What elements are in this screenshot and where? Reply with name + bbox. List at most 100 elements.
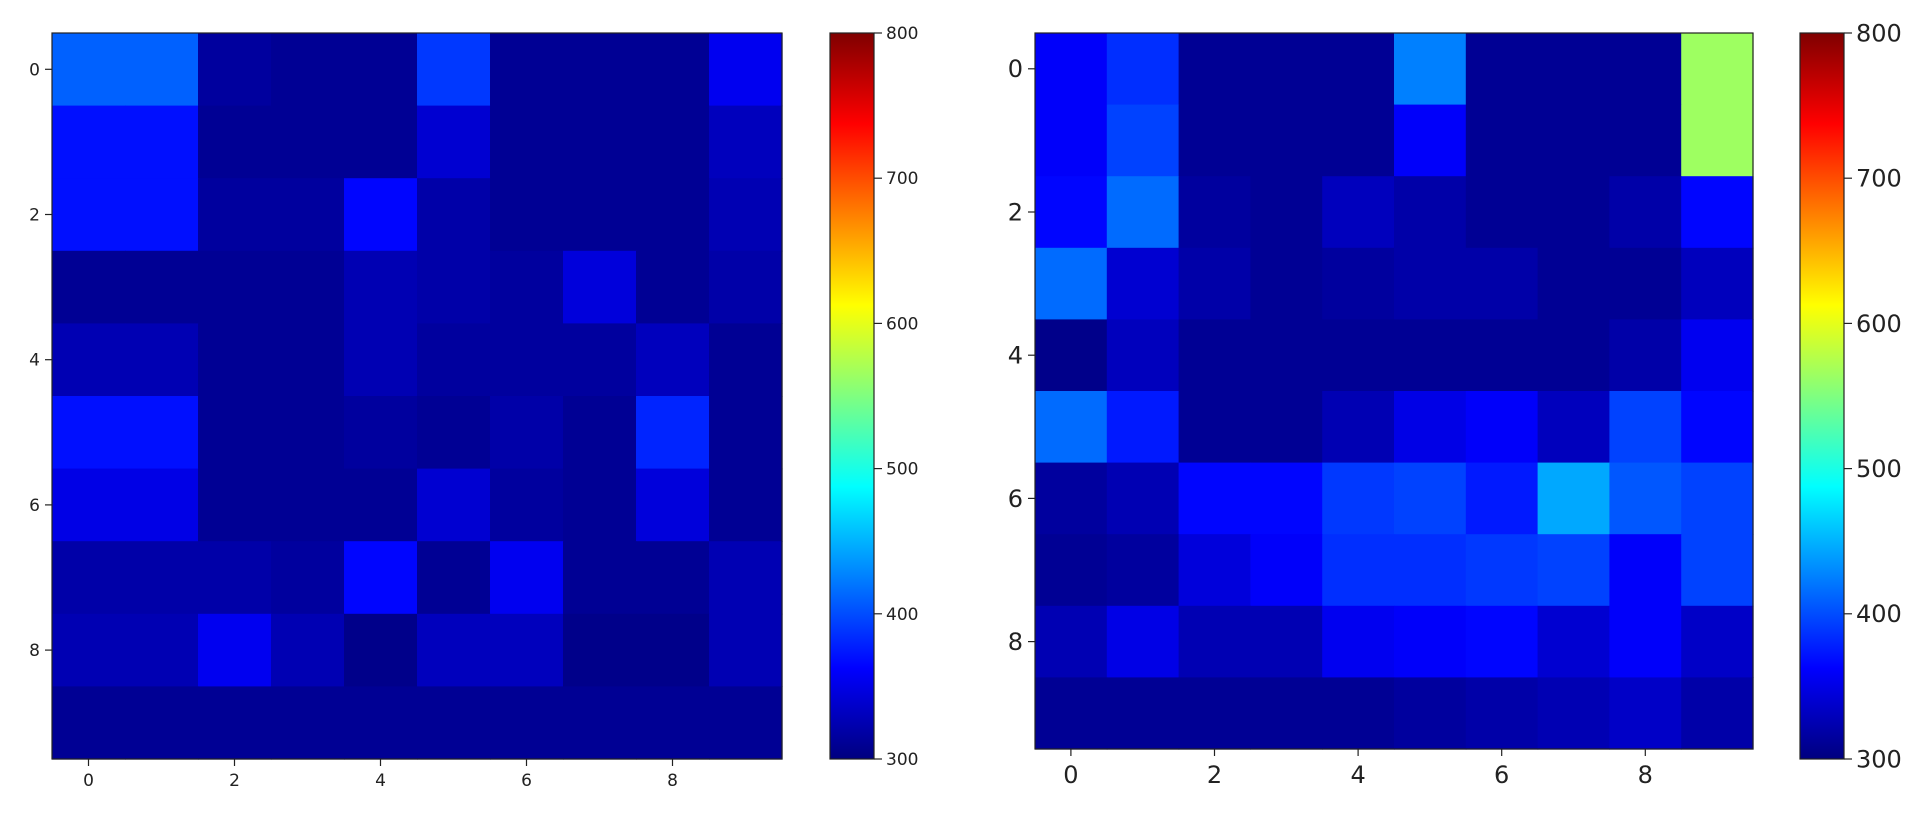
heatmap-cell [1681, 247, 1754, 320]
heatmap-cell [198, 178, 272, 252]
heatmap-cell [1178, 677, 1251, 750]
heatmap-cell [1178, 391, 1251, 464]
heatmap-cell [1035, 104, 1108, 177]
heatmap-cell [1106, 677, 1180, 750]
heatmap-cell [1394, 534, 1467, 607]
heatmap-cell [1106, 391, 1180, 464]
heatmap-cell [1537, 605, 1610, 678]
heatmap-cell [52, 323, 126, 397]
heatmap-cell [1609, 33, 1682, 106]
heatmap-cell [1178, 319, 1251, 392]
heatmap-cell [198, 323, 272, 397]
heatmap-cell [1465, 247, 1539, 320]
heatmap-cell [1250, 391, 1323, 464]
heatmap-cell [563, 250, 637, 324]
heatmap-cell [271, 33, 345, 107]
colorbar-tick-label: 800 [886, 24, 918, 44]
heatmap-cell [344, 105, 418, 179]
heatmap-cell [563, 686, 637, 760]
heatmap-cell [1106, 176, 1180, 249]
colorbar-tick-label: 400 [886, 605, 918, 625]
heatmap-cell [52, 33, 126, 107]
heatmap-cell [417, 541, 491, 615]
y-tick-label: 6 [1008, 485, 1023, 513]
heatmap-cell [417, 396, 491, 470]
heatmap-cell [490, 323, 564, 397]
heatmap-cell [563, 105, 637, 179]
heatmap-cell [1609, 176, 1682, 249]
heatmap-right-x-axis: 0 2 4 6 8 [1063, 749, 1653, 789]
colorbar-tick-label: 600 [1856, 310, 1902, 338]
heatmap-cell [1322, 534, 1395, 607]
heatmap-cell [490, 468, 564, 542]
heatmap-cell [1394, 33, 1467, 106]
y-tick-label: 8 [1008, 628, 1023, 656]
heatmap-cell [490, 250, 564, 324]
heatmap-left-frame [51, 32, 783, 760]
heatmap-cell [344, 250, 418, 324]
heatmap-cell [1537, 247, 1610, 320]
heatmap-cell [636, 323, 710, 397]
heatmap-cell [1609, 391, 1682, 464]
colorbar-right: 300 400 500 600 700 800 [1799, 19, 1902, 773]
heatmap-cell [1394, 104, 1467, 177]
heatmap-cell [1250, 534, 1323, 607]
heatmap-cell [125, 323, 199, 397]
heatmap-cell [636, 178, 710, 252]
heatmap-cell [52, 541, 126, 615]
heatmap-cell [271, 541, 345, 615]
heatmap-cell [1250, 462, 1323, 535]
heatmap-cell [709, 33, 783, 107]
heatmap-cell [1322, 605, 1395, 678]
heatmap-cell [1465, 104, 1539, 177]
heatmap-cell [198, 33, 272, 107]
heatmap-cell [344, 178, 418, 252]
heatmap-cell [1465, 319, 1539, 392]
heatmap-right: 0 2 4 6 8 0 2 4 6 8 [1008, 32, 1754, 789]
heatmap-cell [1322, 33, 1395, 106]
heatmap-left: 0 2 4 6 8 0 2 4 6 8 [29, 32, 783, 791]
heatmap-cell [709, 178, 783, 252]
heatmap-cell [271, 323, 345, 397]
heatmap-cell [271, 686, 345, 760]
y-tick-label: 8 [29, 641, 40, 661]
heatmap-cell [417, 33, 491, 107]
heatmap-cell [1322, 391, 1395, 464]
heatmap-cell [1250, 176, 1323, 249]
heatmap-cell [490, 541, 564, 615]
heatmap-cell [344, 686, 418, 760]
heatmap-cell [1250, 319, 1323, 392]
heatmap-cell [1394, 605, 1467, 678]
heatmap-cell [1106, 462, 1180, 535]
heatmap-cell [198, 468, 272, 542]
heatmap-cell [344, 613, 418, 687]
heatmap-cell [344, 541, 418, 615]
heatmap-cell [1250, 33, 1323, 106]
colorbar-right-axis: 300 400 500 600 700 800 [1844, 19, 1902, 773]
heatmap-cell [1394, 319, 1467, 392]
heatmap-cell [636, 33, 710, 107]
heatmap-cell [1465, 462, 1539, 535]
heatmap-cell [709, 105, 783, 179]
heatmap-cell [1465, 605, 1539, 678]
heatmap-cell [1681, 677, 1754, 750]
y-tick-label: 6 [29, 496, 40, 516]
heatmap-cell [1035, 677, 1108, 750]
heatmap-cell [709, 468, 783, 542]
heatmap-cell [1537, 391, 1610, 464]
heatmap-right-frame [1034, 32, 1754, 750]
colorbar-left: 300 400 500 600 700 800 [829, 24, 918, 770]
heatmap-cell [1322, 176, 1395, 249]
heatmap-cell [563, 33, 637, 107]
heatmap-cell [125, 250, 199, 324]
heatmap-cell [1322, 247, 1395, 320]
heatmap-cell [490, 178, 564, 252]
heatmap-cell [1106, 33, 1180, 106]
heatmap-cell [344, 468, 418, 542]
heatmap-cell [1609, 462, 1682, 535]
heatmap-cell [1465, 677, 1539, 750]
colorbar-tick-label: 500 [1856, 455, 1902, 483]
heatmap-cell [1537, 33, 1610, 106]
colorbar-right-gradient [1799, 32, 1845, 760]
heatmap-cell [1178, 247, 1251, 320]
